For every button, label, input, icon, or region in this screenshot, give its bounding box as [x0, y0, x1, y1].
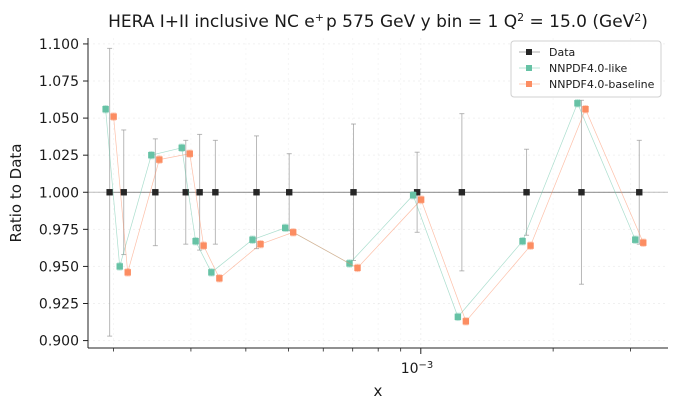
- y-tick-label-2: 0.950: [39, 259, 79, 275]
- point-data-3: [182, 189, 189, 196]
- point-nnpdf-baseline-5: [216, 275, 223, 282]
- point-data-1: [120, 189, 127, 196]
- legend-marker-nnpdf-like: [526, 65, 532, 71]
- point-nnpdf-like-3: [178, 144, 185, 151]
- point-nnpdf-like-10: [454, 313, 462, 321]
- legend-marker-nnpdf-baseline: [526, 81, 532, 87]
- chart-title-sup-c: 2: [634, 11, 641, 24]
- y-axis-label: Ratio to Data: [7, 144, 25, 243]
- point-nnpdf-like-2: [148, 151, 155, 159]
- chart-title-part-b: p 575 GeV y bin = 1 Q: [326, 12, 517, 32]
- point-nnpdf-baseline-3: [186, 150, 193, 157]
- x-axis-label: x: [374, 382, 383, 400]
- point-nnpdf-like-12: [574, 100, 581, 107]
- point-data-2: [152, 189, 159, 196]
- point-data-11: [523, 189, 530, 196]
- point-nnpdf-baseline-4: [200, 242, 207, 249]
- series-line-nnpdf-baseline: [113, 108, 644, 322]
- point-nnpdf-like-5: [208, 269, 215, 276]
- point-nnpdf-like-7: [282, 224, 289, 232]
- series-line-nnpdf-like: [105, 102, 636, 318]
- point-data-10: [458, 189, 466, 196]
- series-data: [106, 47, 643, 337]
- point-nnpdf-baseline-13: [640, 239, 647, 246]
- point-nnpdf-like-6: [249, 236, 256, 243]
- point-data-8: [350, 189, 357, 196]
- point-nnpdf-like-9: [409, 192, 417, 199]
- legend: Data NNPDF4.0-like NNPDF4.0-baseline: [510, 40, 662, 98]
- legend-label-nnpdf-baseline: NNPDF4.0-baseline: [549, 78, 655, 91]
- y-tick-label-6: 1.050: [39, 111, 79, 127]
- point-nnpdf-like-1: [116, 263, 123, 270]
- x-tick-base: 10: [401, 361, 419, 377]
- point-nnpdf-baseline-9: [417, 196, 425, 203]
- point-data-0: [106, 189, 113, 196]
- y-tick-label-7: 1.075: [39, 74, 79, 90]
- y-tick-label-0: 0.900: [39, 334, 79, 350]
- point-nnpdf-like-13: [632, 236, 639, 243]
- y-tick-label-5: 1.025: [39, 148, 79, 164]
- legend-frame: [510, 40, 662, 98]
- point-nnpdf-baseline-7: [290, 229, 297, 236]
- point-nnpdf-baseline-2: [156, 156, 163, 163]
- point-nnpdf-like-11: [519, 238, 526, 245]
- point-data-7: [286, 189, 293, 196]
- point-nnpdf-baseline-6: [257, 240, 264, 248]
- x-tick-exp: −3: [419, 360, 434, 371]
- y-tick-label-1: 0.925: [39, 297, 79, 313]
- point-data-9: [413, 189, 421, 196]
- point-nnpdf-like-4: [192, 238, 199, 245]
- point-nnpdf-baseline-0: [110, 113, 117, 120]
- chart-title: HERA I+II inclusive NC e+ p 575 GeV y bin…: [108, 11, 648, 33]
- x-axis-ticks: [113, 348, 631, 354]
- point-data-5: [212, 189, 219, 196]
- y-axis-ticks: 0.900 0.925 0.950 0.975 1.000 1.025 1.050 1.075…: [39, 37, 88, 350]
- legend-label-data: Data: [549, 46, 575, 59]
- point-data-4: [196, 189, 203, 196]
- y-tick-label-8: 1.100: [39, 37, 79, 53]
- point-data-12: [578, 189, 585, 196]
- chart-title-part-a: HERA I+II inclusive NC e: [108, 12, 315, 32]
- point-nnpdf-baseline-8: [354, 264, 361, 272]
- point-nnpdf-baseline-1: [124, 269, 131, 276]
- legend-label-nnpdf-like: NNPDF4.0-like: [549, 62, 627, 75]
- point-data-13: [636, 189, 643, 196]
- point-nnpdf-baseline-10: [462, 318, 470, 325]
- y-tick-label-3: 0.975: [39, 222, 79, 238]
- series-nnpdf-baseline: [110, 104, 647, 326]
- legend-marker-data: [526, 49, 532, 55]
- series-nnpdf-like: [102, 99, 639, 322]
- chart-title-part-d: ): [641, 12, 648, 32]
- point-nnpdf-baseline-12: [582, 105, 589, 113]
- chart-title-part-c: = 15.0 (GeV: [524, 12, 635, 32]
- point-nnpdf-like-0: [102, 105, 109, 113]
- chart-title-sup-a: +: [315, 11, 324, 24]
- y-tick-label-4: 1.000: [39, 185, 79, 201]
- series-layer: [102, 47, 647, 337]
- point-nnpdf-baseline-11: [527, 242, 534, 249]
- chart-title-sup-b: 2: [517, 11, 524, 24]
- point-data-6: [253, 189, 260, 196]
- x-tick-label-major: 10−3: [401, 360, 434, 378]
